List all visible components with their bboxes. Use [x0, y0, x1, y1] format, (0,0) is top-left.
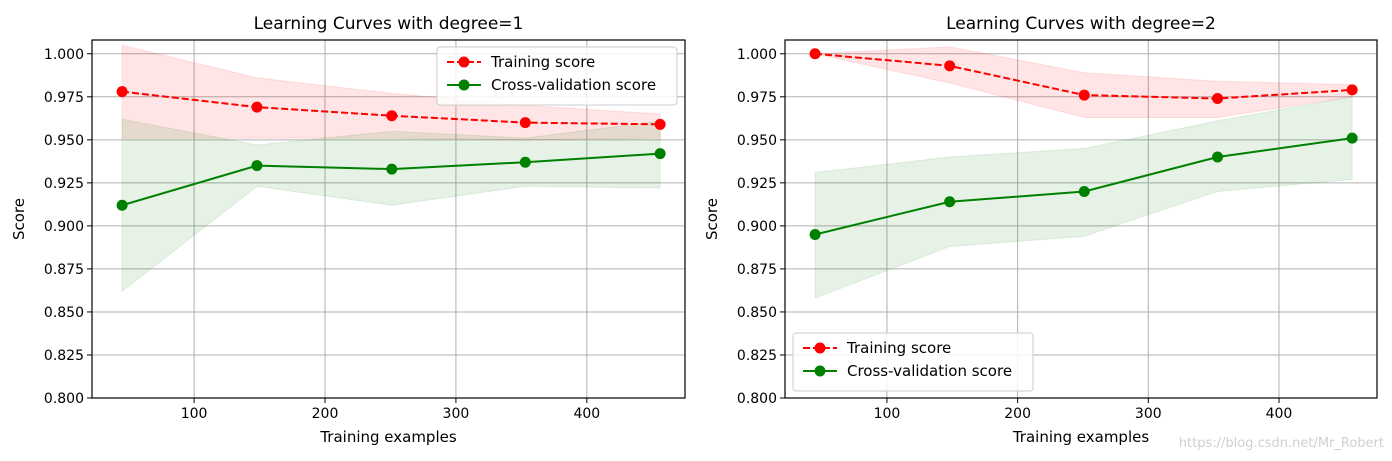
data-point-cross-validation-score — [944, 196, 956, 208]
axes-frame — [91, 39, 686, 399]
data-point-training-score — [1212, 93, 1224, 105]
data-point-training-score — [386, 110, 398, 122]
y-tick-label: 0.850 — [737, 305, 777, 321]
y-tick-label: 0.800 — [44, 391, 84, 407]
y-tick-label: 0.925 — [737, 176, 777, 192]
y-tick-label: 0.875 — [737, 262, 777, 278]
legend-box — [792, 332, 1034, 392]
legend-marker — [458, 56, 470, 68]
legend-box — [436, 46, 678, 106]
data-point-cross-validation-score — [251, 160, 263, 172]
data-point-training-score — [809, 48, 821, 60]
legend-marker — [814, 365, 826, 377]
legend: Training score Cross-validation score — [792, 332, 1034, 392]
band-training-score — [814, 46, 1353, 118]
x-axis-label: Training examples — [319, 428, 457, 446]
x-tick-label: 400 — [1266, 406, 1293, 422]
axes-frame — [784, 39, 1378, 399]
watermark: https://blog.csdn.net/Mr_Robert — [1178, 436, 1384, 451]
y-tick-label: 0.825 — [737, 348, 777, 364]
y-tick-label: 0.950 — [737, 133, 777, 149]
data-point-training-score — [519, 117, 531, 129]
y-tick-label: 0.875 — [44, 262, 84, 278]
data-point-cross-validation-score — [116, 199, 128, 211]
y-tick-label: 0.900 — [44, 219, 84, 235]
legend-marker — [458, 79, 470, 91]
data-point-training-score — [944, 60, 956, 72]
y-tick-label: 0.900 — [737, 219, 777, 235]
band-training-score — [121, 44, 661, 141]
data-point-cross-validation-score — [1212, 151, 1224, 163]
x-tick-label: 300 — [1135, 406, 1162, 422]
data-point-training-score — [1078, 89, 1090, 101]
y-axis-label: Score — [703, 198, 721, 240]
chart-panel-2: 100 200 300 400 0.800 0.825 0.850 0.875 0.900 0.9… — [703, 14, 1378, 446]
data-point-cross-validation-score — [1078, 185, 1090, 197]
data-point-cross-validation-score — [386, 163, 398, 175]
y-axis-label: Score — [10, 198, 28, 240]
x-tick-label: 100 — [181, 406, 208, 422]
y-tick-label: 0.800 — [737, 391, 777, 407]
legend-entry: Training score — [846, 339, 951, 357]
data-point-cross-validation-score — [809, 228, 821, 240]
x-tick-label: 200 — [312, 406, 339, 422]
data-point-training-score — [654, 118, 666, 130]
y-tick-label: 0.925 — [44, 176, 84, 192]
data-point-cross-validation-score — [519, 156, 531, 168]
data-point-cross-validation-score — [1346, 132, 1358, 144]
legend-marker — [814, 342, 826, 354]
y-tick-label: 0.975 — [737, 90, 777, 106]
chart-title: Learning Curves with degree=2 — [946, 14, 1216, 34]
band-cross-validation-score — [814, 96, 1353, 299]
data-point-training-score — [1346, 84, 1358, 96]
legend-entry: Training score — [490, 53, 595, 71]
legend-entry: Cross-validation score — [847, 362, 1012, 380]
legend-entry: Cross-validation score — [491, 76, 656, 94]
y-tick-label: 1.000 — [44, 47, 84, 63]
band-cross-validation-score — [121, 118, 661, 293]
data-point-training-score — [116, 86, 128, 98]
chart-title: Learning Curves with degree=1 — [254, 14, 524, 34]
y-tick-label: 0.975 — [44, 90, 84, 106]
x-tick-label: 300 — [443, 406, 470, 422]
data-point-cross-validation-score — [654, 148, 666, 160]
data-point-training-score — [251, 101, 263, 113]
chart-panel-1: 100 200 300 400 0.800 0.825 0.850 0.875 0.900 0.9… — [10, 14, 686, 446]
legend: Training score Cross-validation score — [436, 46, 678, 106]
y-tick-label: 1.000 — [737, 47, 777, 63]
y-tick-label: 0.825 — [44, 348, 84, 364]
x-tick-label: 400 — [573, 406, 600, 422]
x-tick-label: 200 — [1004, 406, 1031, 422]
y-tick-label: 0.950 — [44, 133, 84, 149]
y-tick-label: 0.850 — [44, 305, 84, 321]
x-axis-label: Training examples — [1012, 428, 1150, 446]
x-tick-label: 100 — [874, 406, 901, 422]
